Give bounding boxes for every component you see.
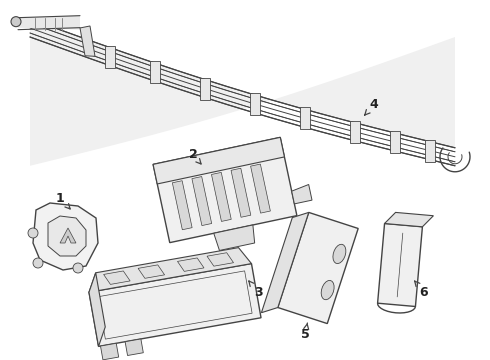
Polygon shape <box>300 107 310 129</box>
Polygon shape <box>231 168 251 217</box>
Polygon shape <box>321 280 334 300</box>
Polygon shape <box>250 164 270 213</box>
Polygon shape <box>48 216 86 256</box>
Polygon shape <box>80 26 95 56</box>
Polygon shape <box>385 212 434 227</box>
Polygon shape <box>150 61 160 83</box>
Polygon shape <box>153 138 297 243</box>
Polygon shape <box>214 225 255 251</box>
Polygon shape <box>207 253 234 266</box>
Text: 5: 5 <box>301 323 309 342</box>
Text: 3: 3 <box>249 281 262 298</box>
Polygon shape <box>138 265 165 278</box>
Circle shape <box>33 258 43 268</box>
Polygon shape <box>100 343 119 360</box>
Polygon shape <box>350 121 360 143</box>
Polygon shape <box>278 212 358 324</box>
Polygon shape <box>103 271 130 284</box>
Polygon shape <box>89 273 105 346</box>
Polygon shape <box>212 172 231 221</box>
Text: 6: 6 <box>415 281 428 298</box>
Polygon shape <box>153 138 284 184</box>
Polygon shape <box>60 228 76 243</box>
Text: 4: 4 <box>365 99 378 115</box>
Circle shape <box>73 263 83 273</box>
Polygon shape <box>333 244 346 264</box>
Polygon shape <box>30 19 455 166</box>
Polygon shape <box>125 339 143 356</box>
Polygon shape <box>378 224 422 306</box>
Polygon shape <box>18 16 80 30</box>
Polygon shape <box>105 46 115 68</box>
Polygon shape <box>390 131 400 153</box>
Polygon shape <box>89 248 251 292</box>
Text: 2: 2 <box>189 148 201 164</box>
Polygon shape <box>200 77 210 100</box>
Polygon shape <box>192 176 212 226</box>
Polygon shape <box>250 93 260 115</box>
Polygon shape <box>177 258 204 271</box>
Polygon shape <box>262 212 309 313</box>
Polygon shape <box>33 203 98 270</box>
Circle shape <box>11 17 21 27</box>
Circle shape <box>28 228 38 238</box>
Polygon shape <box>89 264 261 346</box>
Polygon shape <box>425 140 435 162</box>
Text: 1: 1 <box>56 192 70 209</box>
Polygon shape <box>172 181 192 230</box>
Polygon shape <box>292 184 312 204</box>
